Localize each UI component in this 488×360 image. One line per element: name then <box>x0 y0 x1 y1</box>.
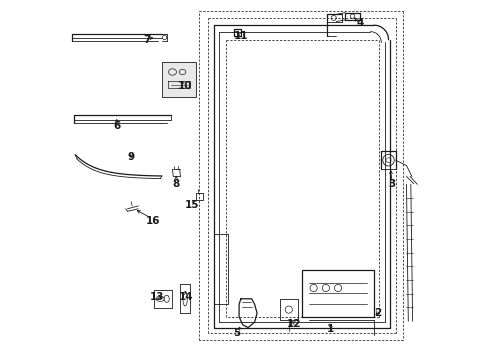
Text: 12: 12 <box>286 319 301 329</box>
Circle shape <box>285 306 292 313</box>
Text: 3: 3 <box>387 179 395 189</box>
Text: 14: 14 <box>179 292 193 302</box>
Circle shape <box>349 14 354 18</box>
Circle shape <box>385 158 390 163</box>
Text: 9: 9 <box>127 152 134 162</box>
Text: 8: 8 <box>172 179 180 189</box>
Ellipse shape <box>168 69 176 75</box>
Bar <box>302 270 373 317</box>
Circle shape <box>382 154 393 166</box>
Text: 11: 11 <box>233 31 247 41</box>
Text: 2: 2 <box>373 308 381 318</box>
Text: 10: 10 <box>178 81 192 91</box>
Circle shape <box>162 35 166 40</box>
Text: 13: 13 <box>150 292 164 302</box>
Circle shape <box>334 284 341 292</box>
Text: 15: 15 <box>184 200 199 210</box>
Circle shape <box>309 284 317 292</box>
Text: 6: 6 <box>113 121 120 131</box>
Ellipse shape <box>164 295 169 302</box>
Ellipse shape <box>156 296 164 302</box>
Text: 4: 4 <box>355 18 363 28</box>
Ellipse shape <box>183 292 187 306</box>
Circle shape <box>330 15 336 21</box>
Text: 16: 16 <box>145 216 160 226</box>
Circle shape <box>322 284 329 292</box>
Text: 5: 5 <box>233 328 241 338</box>
Ellipse shape <box>179 69 185 75</box>
Bar <box>162 62 195 97</box>
Text: 7: 7 <box>143 35 151 45</box>
Text: 1: 1 <box>326 324 334 334</box>
